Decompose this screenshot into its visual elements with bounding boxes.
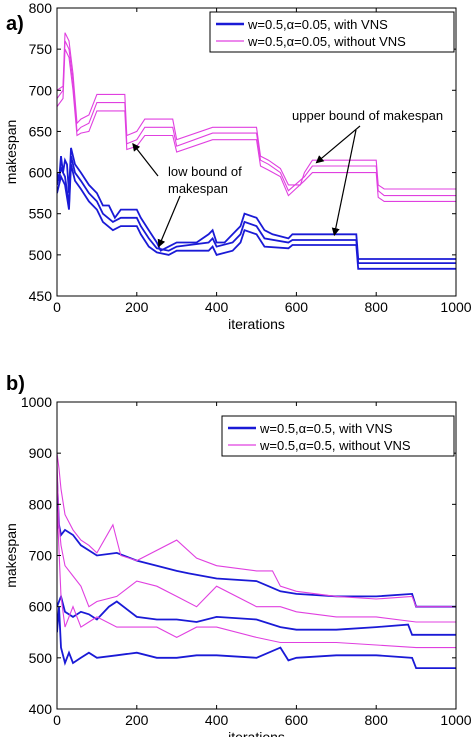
annotation-upper-bound: upper bound of makespan xyxy=(292,108,443,123)
annotation-arrow xyxy=(132,142,159,177)
x-axis-label: iterations xyxy=(228,316,285,332)
legend-box xyxy=(221,415,455,457)
annotations: upper bound of makespan low bound of makes… xyxy=(132,108,443,248)
legend: w=0.5,α=0.05, with VNS w=0.5,α=0.05, with… xyxy=(209,11,455,53)
series-line xyxy=(57,164,456,270)
series-with-vns xyxy=(57,147,456,270)
panel-label: b) xyxy=(6,373,25,395)
series-without-vns xyxy=(57,32,456,202)
y-tick-label: 400 xyxy=(29,701,53,717)
x-tick-label: 1000 xyxy=(440,299,471,315)
x-tick-label: 600 xyxy=(285,299,309,315)
series-line xyxy=(57,478,456,608)
x-tick-label: 800 xyxy=(365,712,389,728)
x-tick-label: 600 xyxy=(285,712,309,728)
panel-label: a) xyxy=(6,13,24,35)
y-tick-label: 700 xyxy=(29,548,53,564)
series-line xyxy=(57,606,456,669)
y-tick-label: 600 xyxy=(29,165,53,181)
y-tick-label: 1000 xyxy=(21,394,52,410)
series-with-vns xyxy=(57,478,456,669)
legend-entry: w=0.5,α=0.5, without VNS xyxy=(259,438,411,453)
series-line xyxy=(57,453,456,608)
series-line xyxy=(57,40,456,197)
annotation-arrow xyxy=(315,125,361,164)
y-axis-label: makespan xyxy=(3,120,19,185)
x-tick-label: 200 xyxy=(125,712,149,728)
y-tick-label: 500 xyxy=(29,650,53,666)
legend-entry: w=0.5,α=0.05, with VNS xyxy=(247,17,388,32)
series-line xyxy=(57,155,456,264)
x-tick-label: 400 xyxy=(205,299,229,315)
plot-frame xyxy=(56,7,457,297)
y-tick-label: 550 xyxy=(29,206,53,222)
series-line xyxy=(57,147,456,260)
legend-box xyxy=(209,11,455,53)
x-tick-label: 400 xyxy=(205,712,229,728)
y-tick-label: 750 xyxy=(29,41,53,57)
y-tick-label: 800 xyxy=(29,496,53,512)
y-tick-label: 500 xyxy=(29,247,53,263)
y-tick-label: 450 xyxy=(29,288,53,304)
annotation-low-bound: makespan xyxy=(168,181,228,196)
x-axis-label: iterations xyxy=(228,729,285,737)
series-line xyxy=(57,32,456,190)
y-tick-label: 900 xyxy=(29,445,53,461)
chart-panel-2: 0 200 400 600 800 1000 400 500 600 700 800 900 1000 i… xyxy=(3,373,472,737)
series-line xyxy=(57,593,456,636)
series-line xyxy=(57,504,456,649)
y-tick-label: 800 xyxy=(29,0,53,16)
y-tick-label: 650 xyxy=(29,123,53,139)
annotation-arrow xyxy=(331,129,357,237)
legend: w=0.5,α=0.5, with VNS w=0.5,α=0.5, withou… xyxy=(221,415,455,457)
x-tick-label: 800 xyxy=(365,299,389,315)
y-axis-label: makespan xyxy=(3,523,19,588)
x-tick-label: 0 xyxy=(53,712,61,728)
annotation-low-bound: low bound of xyxy=(168,164,242,179)
chart-panel-1: 0 200 400 600 800 1000 450 500 550 600 650 700 750 80… xyxy=(3,0,472,332)
y-tick-label: 700 xyxy=(29,82,53,98)
x-tick-label: 0 xyxy=(53,299,61,315)
legend-entry: w=0.5,α=0.05, without VNS xyxy=(247,34,406,49)
series-line xyxy=(57,48,456,202)
legend-entry: w=0.5,α=0.5, with VNS xyxy=(259,421,393,436)
annotation-arrow xyxy=(157,195,181,248)
series-without-vns xyxy=(57,453,456,649)
series-line xyxy=(57,463,456,623)
y-tick-label: 600 xyxy=(29,599,53,615)
x-tick-label: 1000 xyxy=(440,712,471,728)
x-tick-label: 200 xyxy=(125,299,149,315)
